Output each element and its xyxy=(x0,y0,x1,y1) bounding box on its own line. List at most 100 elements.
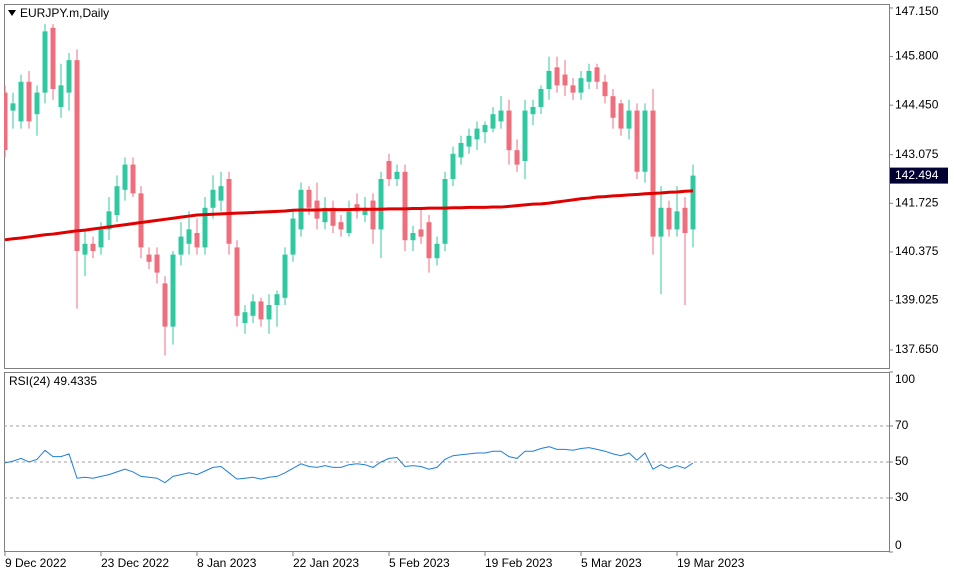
candle-body xyxy=(122,164,128,190)
candle-body xyxy=(562,74,568,86)
candle-body xyxy=(18,81,24,122)
rsi-title: RSI(24) 49.4335 xyxy=(9,374,97,388)
candle-body xyxy=(4,92,8,151)
candle-body xyxy=(506,110,512,151)
candle-body xyxy=(514,150,520,165)
candle-body xyxy=(266,304,272,320)
moving-average xyxy=(4,189,694,242)
y-tick-label: 139.025 xyxy=(895,293,939,307)
candle-body xyxy=(162,283,168,327)
candle-body xyxy=(578,78,584,93)
candle-body xyxy=(674,211,680,230)
candle-body xyxy=(34,92,40,115)
candle-body xyxy=(226,178,232,244)
candle-body xyxy=(58,85,64,107)
candle-body xyxy=(10,103,16,111)
candle-body xyxy=(626,110,632,129)
candle-body xyxy=(450,153,456,179)
candle-body xyxy=(154,254,160,273)
candle-body xyxy=(90,243,96,251)
x-tick-label: 19 Mar 2023 xyxy=(677,556,745,570)
candle-body xyxy=(258,301,264,320)
candle-body xyxy=(338,222,344,230)
candle-body xyxy=(498,110,504,122)
candle-body xyxy=(466,135,472,147)
main-panel-frame xyxy=(4,4,890,369)
x-tick-label: 22 Jan 2023 xyxy=(293,556,359,570)
candle-body xyxy=(642,110,648,172)
candle-body xyxy=(394,171,400,179)
candle-body xyxy=(250,301,256,316)
candle-body xyxy=(618,103,624,129)
candle-body xyxy=(82,243,88,255)
rsi-plot xyxy=(4,425,889,499)
candle-body xyxy=(106,211,112,230)
candle-body xyxy=(434,243,440,259)
candle-body xyxy=(66,60,72,93)
candle-body xyxy=(210,189,216,208)
chart-title: EURJPY.m,Daily xyxy=(20,6,109,20)
y-tick-label: 137.650 xyxy=(895,342,939,356)
main-plot xyxy=(4,24,696,356)
candle-body xyxy=(586,70,592,82)
candle-body xyxy=(418,229,424,237)
candle-body xyxy=(42,31,48,93)
x-tick-label: 19 Feb 2023 xyxy=(485,556,553,570)
candle-body xyxy=(194,232,200,248)
candle-body xyxy=(546,70,552,89)
y-tick-label: 100 xyxy=(895,372,915,386)
candle-body xyxy=(98,229,104,248)
candle-body xyxy=(26,81,32,122)
candle-body xyxy=(170,254,176,327)
candle-body xyxy=(594,67,600,82)
candle-body xyxy=(202,207,208,248)
candle-body xyxy=(322,207,328,223)
candle-body xyxy=(290,218,296,255)
y-tick-label: 143.075 xyxy=(895,147,939,161)
y-tick-label: 147.150 xyxy=(895,4,939,18)
x-tick-label: 5 Feb 2023 xyxy=(389,556,450,570)
y-tick-label: 0 xyxy=(895,538,902,552)
candle-body xyxy=(482,124,488,133)
axes: 137.650 139.025 140.375 141.725 143.075 144.4… xyxy=(4,4,948,570)
candle-body xyxy=(426,222,432,259)
candle-body xyxy=(74,60,80,251)
candle-body xyxy=(658,207,664,237)
y-tick-label: 141.725 xyxy=(895,195,939,209)
candle-body xyxy=(370,200,376,230)
candle-body xyxy=(666,207,672,230)
price-label-box xyxy=(890,167,948,184)
candle-body xyxy=(610,96,616,118)
candle-body xyxy=(682,207,688,233)
candle-body xyxy=(218,186,224,201)
candle-body xyxy=(50,27,56,89)
candle-body xyxy=(362,207,368,215)
x-tick-label: 9 Dec 2022 xyxy=(5,556,67,570)
candle-body xyxy=(530,106,536,115)
candle-body xyxy=(330,207,336,226)
candle-body xyxy=(634,110,640,172)
y-tick-label: 140.375 xyxy=(895,244,939,258)
candle-body xyxy=(234,247,240,316)
candle-body xyxy=(130,164,136,194)
candle-body xyxy=(490,114,496,129)
candle-body xyxy=(554,67,560,86)
candle-body xyxy=(138,193,144,248)
candle-body xyxy=(306,189,312,208)
candle-body xyxy=(690,175,696,230)
candle-body xyxy=(378,178,384,230)
current-price-label: 142.494 xyxy=(895,168,939,182)
x-tick-label: 23 Dec 2022 xyxy=(101,556,169,570)
candle-body xyxy=(570,85,576,93)
candle-body xyxy=(186,229,192,244)
x-tick-label: 8 Jan 2023 xyxy=(197,556,257,570)
collapse-arrow xyxy=(8,10,16,16)
y-tick-label: 50 xyxy=(895,454,909,468)
candle-body xyxy=(282,254,288,298)
candle-body xyxy=(274,294,280,305)
candle-body xyxy=(474,128,480,140)
candle-body xyxy=(458,142,464,158)
